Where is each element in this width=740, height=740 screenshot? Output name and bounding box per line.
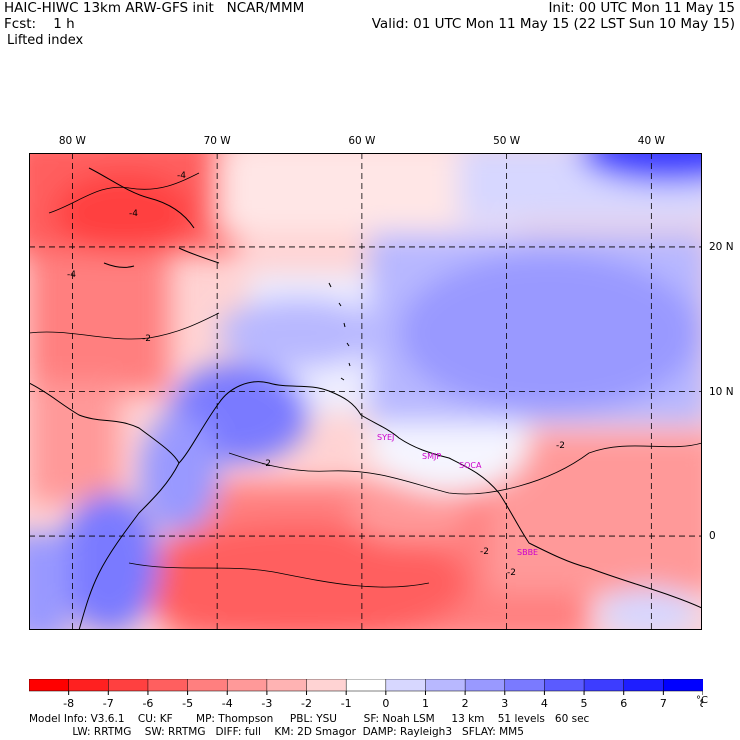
contour-label: -4: [67, 270, 76, 280]
colorbar-level-label: 3: [501, 697, 508, 710]
latitude-label: 20 N: [709, 240, 734, 253]
colorbar-level-label: -2: [301, 697, 312, 710]
valid-time: Valid: 01 UTC Mon 11 May 15 (22 LST Sun …: [371, 16, 735, 32]
latitude-label: 10 N: [709, 385, 734, 398]
colorbar-swatch: [504, 679, 546, 692]
longitude-label: 60 W: [348, 135, 376, 147]
colorbar-swatch: [147, 679, 189, 692]
colorbar-level-label: 0: [382, 697, 389, 710]
plot-title: HAIC-HIWC 13km ARW-GFS init NCAR/MMM: [4, 0, 305, 16]
contour-label: -2: [262, 459, 271, 469]
colorbar-swatch: [187, 679, 228, 692]
init-time: Init: 00 UTC Mon 11 May 15: [548, 0, 735, 16]
contour-labels: -4 -4 -2 -2 -2 -2 -2 -4: [67, 171, 565, 578]
colorbar-swatch: [425, 679, 466, 692]
colorbar-labels: -8 -7 -6 -5 -4 -3 -2 -1 0 1 2 3 4 5 6 7 8: [63, 697, 703, 710]
station-soca: SOCA: [459, 461, 482, 470]
colorbar-level-label: 1: [422, 697, 429, 710]
colorbar-unit: °C: [696, 695, 708, 706]
colorbar-level-label: -6: [142, 697, 153, 710]
colorbar-level-label: -7: [103, 697, 114, 710]
colorbar-level-label: 4: [541, 697, 548, 710]
colorbar-swatch: [226, 679, 268, 692]
lat-lon-gridlines: [29, 153, 702, 630]
colorbar-level-label: -4: [222, 697, 233, 710]
colorbar-level-label: 8: [700, 697, 704, 710]
contour-label: -4: [177, 171, 186, 181]
longitude-label: 70 W: [203, 135, 231, 147]
colorbar-level-label: -8: [63, 697, 74, 710]
contour-label: -2: [507, 568, 516, 578]
model-info-line2: LW: RRTMG SW: RRTMG DIFF: full KM: 2D Sm…: [29, 726, 524, 738]
colorbar-swatch: [68, 679, 110, 692]
longitude-label: 80 W: [58, 135, 86, 147]
contour-label: -4: [129, 209, 138, 219]
colorbar-swatch: [544, 679, 585, 692]
colorbar-swatch: [29, 679, 70, 692]
longitude-label: 40 W: [637, 135, 665, 147]
colorbar-swatch: [266, 679, 308, 692]
station-labels: SYEJ SMJP SOCA SBBE: [377, 433, 538, 557]
colorbar-level-label: -3: [261, 697, 272, 710]
longitude-label: 50 W: [493, 135, 521, 147]
model-info-line1: Model Info: V3.6.1 CU: KF MP: Thompson P…: [29, 713, 590, 725]
colorbar-swatch: [345, 679, 387, 692]
colorbar-level-label: -5: [182, 697, 193, 710]
contour-label: -2: [480, 547, 489, 557]
coastlines: [29, 167, 702, 630]
colorbar-swatch: [663, 679, 703, 692]
contour-label: -2: [556, 441, 565, 451]
latitude-label: 0: [709, 530, 716, 543]
colorbar: -8 -7 -6 -5 -4 -3 -2 -1 0 1 2 3 4 5 6 7 8: [29, 679, 703, 710]
forecast-hour: Fcst: 1 h: [4, 16, 75, 32]
station-syej: SYEJ: [377, 433, 394, 442]
colorbar-swatches: [29, 679, 703, 695]
contour-label: -2: [142, 334, 151, 344]
station-sbbe: SBBE: [517, 548, 538, 557]
lifted-index-map: SYEJ SMJP SOCA SBBE -4 -4 -2 -2 -2 -2 -2…: [29, 153, 702, 630]
colorbar-level-label: -1: [341, 697, 352, 710]
colorbar-level-label: 6: [620, 697, 627, 710]
colorbar-swatch: [385, 679, 427, 692]
colorbar-swatch: [108, 679, 149, 692]
colorbar-level-label: 2: [462, 697, 469, 710]
colorbar-swatch: [306, 679, 347, 692]
colorbar-swatch: [623, 679, 665, 692]
station-smjp: SMJP: [422, 452, 441, 461]
field-name: Lifted index: [7, 33, 84, 48]
colorbar-swatch: [464, 679, 506, 692]
colorbar-swatch: [583, 679, 625, 692]
colorbar-level-label: 5: [581, 697, 588, 710]
map-frame: [29, 153, 702, 630]
colorbar-level-label: 7: [660, 697, 667, 710]
lifted-index-contours: [29, 172, 702, 588]
